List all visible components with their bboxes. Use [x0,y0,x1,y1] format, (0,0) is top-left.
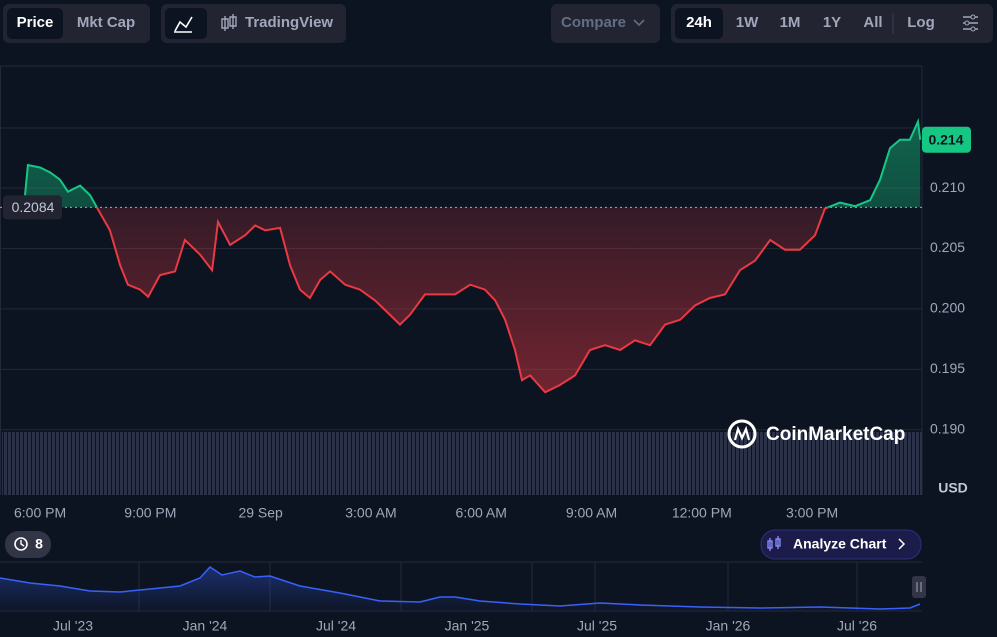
line-view[interactable] [165,8,207,39]
view-group [161,4,346,43]
chevron [898,538,906,550]
history-icon [14,537,28,551]
nav-tick-label: Jul '23 [53,618,93,634]
logo-mark [733,425,751,441]
plot [0,117,922,431]
nav-handle[interactable] [912,576,926,598]
x-tick-label: 6:00 AM [456,505,507,521]
range-active[interactable] [675,8,723,39]
nav-tick-label: Jul '24 [316,618,356,634]
range[interactable]: 1Y [823,14,841,31]
nav-tick-label: Jan '25 [445,618,490,634]
nav-tick-label: Jul '25 [577,618,617,634]
candle-icon [221,14,237,31]
tab-active[interactable] [7,8,63,39]
nav-area [0,567,920,611]
chevron [633,19,645,27]
y-tick-label: 0.205 [930,239,965,255]
settings-knob [970,26,976,32]
x-tick-label: 3:00 PM [786,505,838,521]
x-tick-label: 9:00 PM [124,505,176,521]
analyze-label[interactable]: Analyze Chart [793,536,887,552]
settings-knob [970,14,976,20]
y-tick-label: 0.195 [930,360,965,376]
area-down [25,207,921,393]
nav-tick-label: Jan '26 [706,618,751,634]
last-value-box [922,126,971,153]
volume-bars [2,432,922,495]
x-tick-label: 12:00 PM [672,505,732,521]
range[interactable]: 1M [780,14,801,31]
tab[interactable]: Price [17,14,54,31]
analyze-button[interactable] [760,529,922,560]
tab[interactable]: Mkt Cap [77,14,135,31]
unit-label: USD [938,480,968,496]
baseline-label: 0.2084 [12,199,55,215]
x-tick-label: 3:00 AM [345,505,396,521]
alerts-badge[interactable] [5,531,51,558]
compare-button[interactable] [551,4,660,43]
x-tick-label: 9:00 AM [566,505,617,521]
y-tick-label: 0.190 [930,420,965,436]
toolbar: Price Mkt Cap TradingView Compare 24h 1W… [3,4,993,43]
badge-count[interactable]: 8 [35,536,43,552]
range[interactable]: All [863,14,882,31]
y-tick-label: 0.210 [930,179,965,195]
nav-tick-label: Jan '24 [183,618,228,634]
nav-line [0,566,921,610]
compare-label[interactable]: Compare [561,14,626,31]
nav-grip [916,582,922,592]
watermark-text: CoinMarketCap [766,424,905,445]
last-value-label: 0.214 [928,131,963,147]
analyze-icon [767,536,781,551]
watermark: CoinMarketCap [727,419,905,449]
navigator-ticks: Jul '23 Jan '24 Jul '24 Jan '25 Jul '25 Jan '… [53,618,877,634]
log-button[interactable]: Log [907,14,935,31]
range[interactable]: 24h [686,14,712,31]
line-icon [174,16,193,33]
tradingview-button[interactable]: TradingView [245,14,333,31]
navigator [0,561,926,612]
price-line-down [95,207,831,394]
logo [727,419,757,449]
nav-tick-label: Jul '26 [837,618,877,634]
history-hand [20,540,25,547]
range-group [671,4,993,43]
baseline-label-box [3,195,62,220]
settings-knob [964,20,970,26]
range[interactable]: 1W [736,14,759,31]
y-tick-label: 0.200 [930,300,965,316]
x-tick-label: 29 Sep [238,505,283,521]
x-tick-label: 6:00 PM [14,505,66,521]
